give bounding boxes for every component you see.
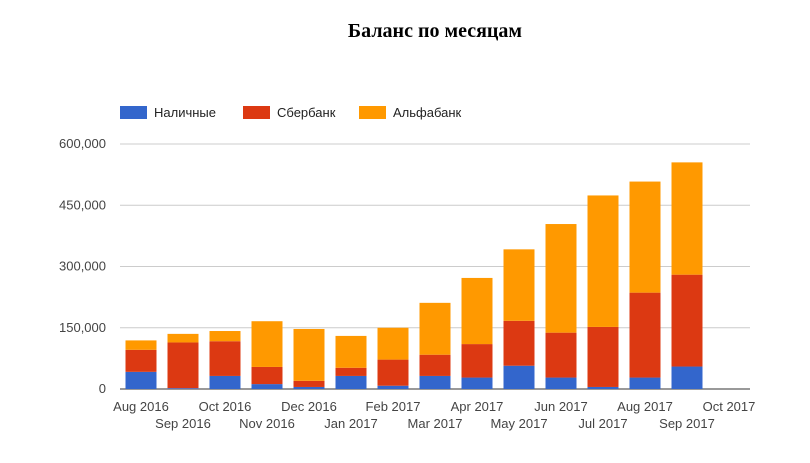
bar-segment[interactable] xyxy=(671,274,703,367)
x-tick-label: Apr 2017 xyxy=(451,399,504,414)
x-tick-label: Sep 2017 xyxy=(659,416,715,431)
x-tick-label: Aug 2016 xyxy=(113,399,169,414)
bars xyxy=(125,162,703,389)
bar-segment[interactable] xyxy=(461,377,493,389)
bar-segment[interactable] xyxy=(587,386,619,389)
bar-segment[interactable] xyxy=(209,331,241,342)
bar-segment[interactable] xyxy=(251,384,283,389)
bar-segment[interactable] xyxy=(545,377,577,389)
x-tick-label: Jun 2017 xyxy=(534,399,588,414)
bar-segment[interactable] xyxy=(671,366,703,389)
bar-segment[interactable] xyxy=(209,341,241,376)
bar-segment[interactable] xyxy=(335,375,367,389)
bar-segment[interactable] xyxy=(461,344,493,378)
bar-segment[interactable] xyxy=(293,328,325,381)
bar-segment[interactable] xyxy=(377,359,409,386)
bar-segment[interactable] xyxy=(293,380,325,387)
bar-segment[interactable] xyxy=(125,340,157,350)
y-tick-label: 450,000 xyxy=(59,197,106,212)
bar-segment[interactable] xyxy=(419,354,451,376)
bar-segment[interactable] xyxy=(251,321,283,367)
x-tick-label: Mar 2017 xyxy=(408,416,463,431)
y-tick-label: 0 xyxy=(99,381,106,396)
legend: Наличные Сбербанк Альфабанк xyxy=(120,105,462,120)
bar-segment[interactable] xyxy=(503,249,535,321)
legend-swatch xyxy=(243,106,270,119)
y-tick-label: 150,000 xyxy=(59,320,106,335)
bar-segment[interactable] xyxy=(461,277,493,345)
x-tick-label: May 2017 xyxy=(490,416,547,431)
bar-segment[interactable] xyxy=(293,386,325,389)
bar-segment[interactable] xyxy=(167,333,199,343)
legend-swatch xyxy=(359,106,386,119)
bar-segment[interactable] xyxy=(209,375,241,389)
y-tick-label: 600,000 xyxy=(59,136,106,151)
bar-segment[interactable] xyxy=(125,349,157,372)
x-tick-label: Nov 2016 xyxy=(239,416,295,431)
x-tick-label: Oct 2017 xyxy=(703,399,756,414)
x-tick-label: Dec 2016 xyxy=(281,399,337,414)
chart-title: Баланс по месяцам xyxy=(347,20,523,42)
bar-segment[interactable] xyxy=(629,181,661,293)
x-tick-label: Oct 2016 xyxy=(199,399,252,414)
x-tick-label: Aug 2017 xyxy=(617,399,673,414)
bar-segment[interactable] xyxy=(377,385,409,389)
x-tick-label: Jul 2017 xyxy=(578,416,627,431)
y-axis-ticks: 0 150,000 300,000 450,000 600,000 xyxy=(59,136,106,396)
bar-segment[interactable] xyxy=(671,162,703,275)
legend-label: Сбербанк xyxy=(277,105,336,120)
bar-segment[interactable] xyxy=(167,388,199,389)
bar-segment[interactable] xyxy=(419,375,451,389)
bar-segment[interactable] xyxy=(335,335,367,368)
bar-segment[interactable] xyxy=(629,377,661,389)
x-tick-label: Feb 2017 xyxy=(366,399,421,414)
y-tick-label: 300,000 xyxy=(59,259,106,274)
bar-segment[interactable] xyxy=(545,224,577,333)
x-tick-label: Sep 2016 xyxy=(155,416,211,431)
bar-segment[interactable] xyxy=(503,365,535,389)
bar-segment[interactable] xyxy=(587,326,619,387)
bar-segment[interactable] xyxy=(419,302,451,355)
bar-segment[interactable] xyxy=(125,371,157,389)
bar-segment[interactable] xyxy=(335,367,367,376)
x-tick-label: Jan 2017 xyxy=(324,416,378,431)
bar-segment[interactable] xyxy=(251,366,283,385)
x-axis-ticks: Aug 2016 Sep 2016 Oct 2016 Nov 2016 Dec 2016… xyxy=(113,399,755,431)
legend-label: Альфабанк xyxy=(393,105,462,120)
bar-segment[interactable] xyxy=(587,195,619,327)
bar-segment[interactable] xyxy=(377,327,409,360)
legend-swatch xyxy=(120,106,147,119)
legend-label: Наличные xyxy=(154,105,216,120)
bar-segment[interactable] xyxy=(503,320,535,366)
bar-segment[interactable] xyxy=(629,292,661,378)
bar-segment[interactable] xyxy=(167,342,199,389)
bar-segment[interactable] xyxy=(545,332,577,378)
